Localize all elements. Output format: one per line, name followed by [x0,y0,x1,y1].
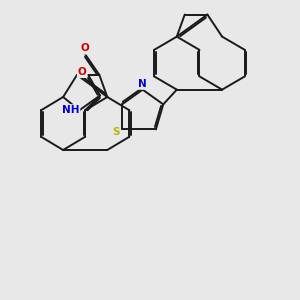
Text: S: S [112,127,119,137]
Text: O: O [81,44,90,53]
Text: NH: NH [62,105,79,115]
Text: O: O [78,67,87,77]
Text: N: N [138,79,147,89]
